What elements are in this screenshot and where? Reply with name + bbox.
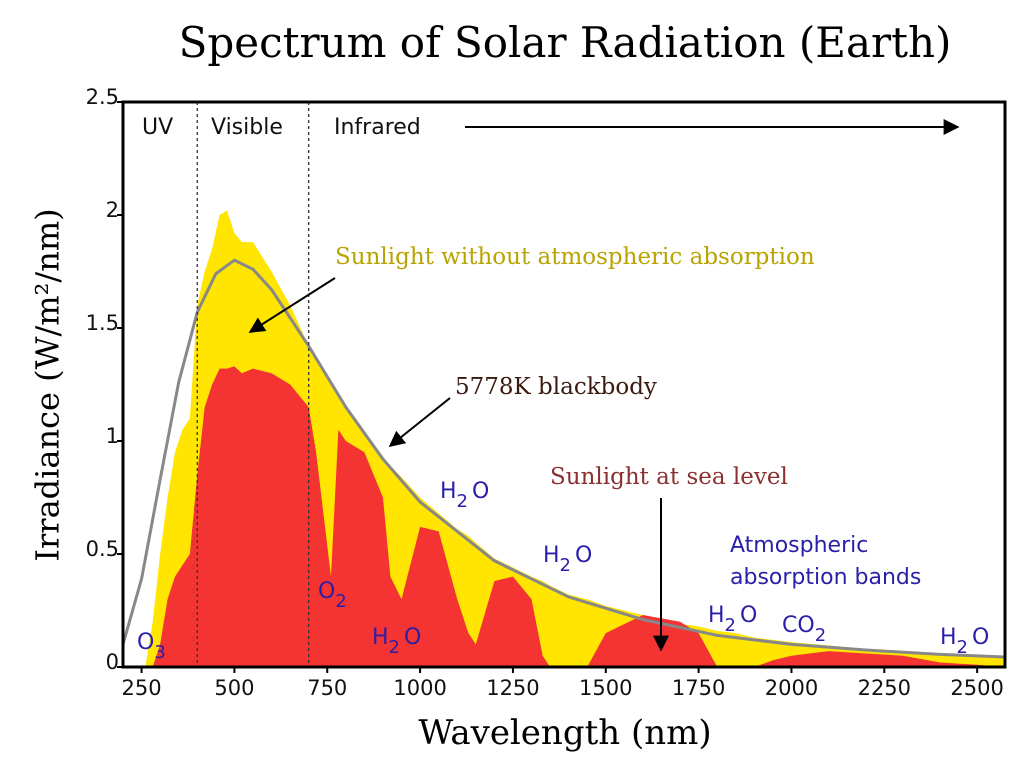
absorption-title: Atmospheric (730, 533, 868, 558)
annotation: Sunlight at sea level (550, 464, 788, 490)
series-group (123, 210, 1005, 667)
formula-rest: O (972, 625, 989, 650)
formula-subscript: 2 (389, 637, 400, 658)
x-tick-label: 500 (214, 676, 254, 700)
absorption-label: H2 O (440, 479, 489, 512)
x-tick-label: 250 (122, 676, 162, 700)
y-tick-label: 1 (106, 424, 119, 448)
absorption-label: H2 O (708, 603, 757, 636)
absorption-label: H2 O (543, 543, 592, 576)
x-tick-label: 1750 (672, 676, 725, 700)
formula-text: O (137, 630, 154, 655)
absorption-label: O3 (137, 630, 166, 663)
area (141, 366, 1005, 667)
region-label: UV (142, 115, 173, 140)
absorption-title: absorption bands (730, 565, 921, 590)
formula-rest: O (472, 479, 489, 504)
y-axis-title: Irradiance (W/m²/nm) (29, 208, 67, 561)
formula-subscript: 2 (815, 625, 826, 646)
formula-text: H (372, 625, 389, 650)
annotation: 5778K blackbody (455, 374, 657, 400)
formula-text: O (318, 579, 335, 604)
y-tick-label: 0 (106, 650, 119, 674)
formula-rest: O (575, 543, 592, 568)
formula-rest: O (740, 603, 757, 628)
y-tick-label: 0.5 (86, 537, 119, 561)
formula-text: H (440, 479, 457, 504)
formula-subscript: 2 (725, 615, 736, 636)
x-tick-label: 1500 (579, 676, 632, 700)
region-label: Visible (211, 115, 283, 140)
chart-title: Spectrum of Solar Radiation (Earth) (179, 18, 952, 67)
formula-subscript: 2 (957, 637, 968, 658)
formula-text: CO (782, 613, 815, 638)
formula-text: H (940, 625, 957, 650)
absorption-label: H2 O (372, 625, 421, 658)
formula-subscript: 3 (154, 642, 165, 663)
formula-subscript: 2 (457, 491, 468, 512)
y-tick-label: 2 (106, 198, 119, 222)
formula-rest: O (404, 625, 421, 650)
absorption-label: O2 (318, 579, 347, 612)
plot-border (121, 100, 1007, 669)
formula-text: H (708, 603, 725, 628)
x-tick-label: 2000 (765, 676, 818, 700)
x-tick-label: 1000 (393, 676, 446, 700)
line (123, 258, 1005, 659)
x-tick-label: 1250 (486, 676, 539, 700)
annotation-arrow (388, 397, 451, 447)
formula-text: H (543, 543, 560, 568)
y-tick-label: 1.5 (86, 311, 119, 335)
y-tick-label: 2.5 (86, 85, 119, 109)
region-label: Infrared (334, 115, 421, 140)
annotation: Sunlight without atmospheric absorption (335, 244, 815, 270)
x-axis-title: Wavelength (nm) (418, 713, 711, 753)
x-tick-label: 750 (307, 676, 347, 700)
absorption-label: H2 O (940, 625, 989, 658)
annotation-arrow (248, 277, 336, 333)
formula-subscript: 2 (335, 591, 346, 612)
formula-subscript: 2 (560, 555, 571, 576)
absorption-label: CO2 (782, 613, 826, 646)
x-tick-label: 2250 (858, 676, 911, 700)
x-tick-label: 2500 (950, 676, 1003, 700)
plot-area (121, 100, 1007, 669)
